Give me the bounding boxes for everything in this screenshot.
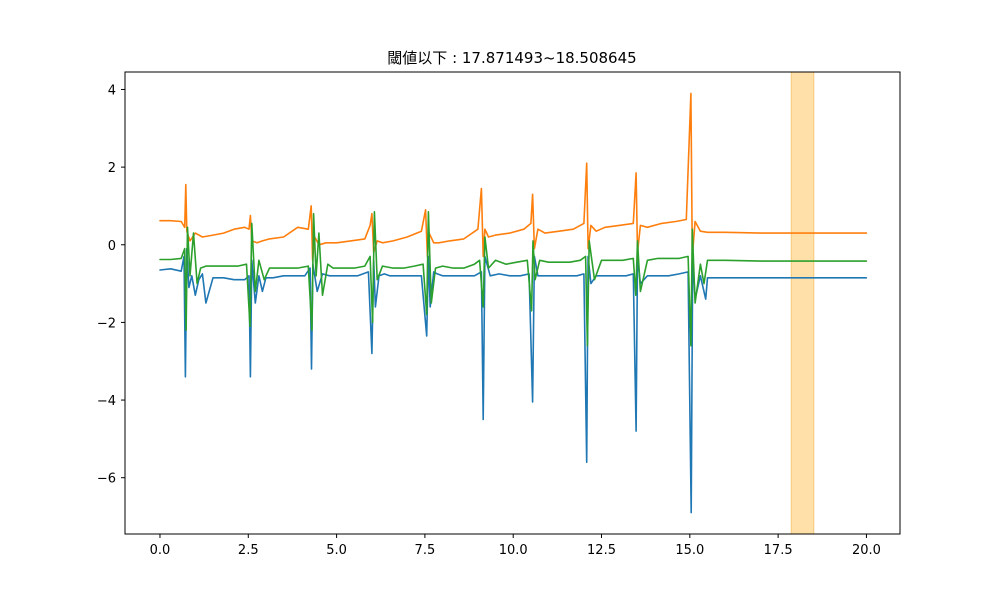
series-line-2 bbox=[159, 92, 868, 262]
y-tick-label: −6 bbox=[97, 472, 116, 487]
x-tick-label: 12.5 bbox=[587, 543, 616, 558]
series-line-3 bbox=[159, 211, 868, 347]
highlight-span bbox=[790, 71, 815, 535]
y-tick-label: 2 bbox=[108, 161, 116, 176]
x-tick-label: 20.0 bbox=[852, 543, 881, 558]
x-tick-label: 5.0 bbox=[326, 543, 347, 558]
x-tick-label: 17.5 bbox=[764, 543, 793, 558]
chart-title: 閾値以下 : 17.871493~18.508645 bbox=[387, 49, 636, 67]
plot-area-frame bbox=[124, 71, 901, 535]
x-tick-label: 10.0 bbox=[499, 543, 528, 558]
y-tick-label: 0 bbox=[108, 239, 116, 254]
x-tick-label: 0.0 bbox=[150, 543, 171, 558]
y-tick-label: −4 bbox=[97, 394, 116, 409]
y-tick-label: −2 bbox=[97, 316, 116, 331]
x-tick-label: 2.5 bbox=[238, 543, 259, 558]
x-tick-label: 15.0 bbox=[675, 543, 704, 558]
series-line-1 bbox=[159, 247, 868, 514]
x-tick-label: 7.5 bbox=[415, 543, 436, 558]
y-tick-label: 4 bbox=[108, 83, 116, 98]
